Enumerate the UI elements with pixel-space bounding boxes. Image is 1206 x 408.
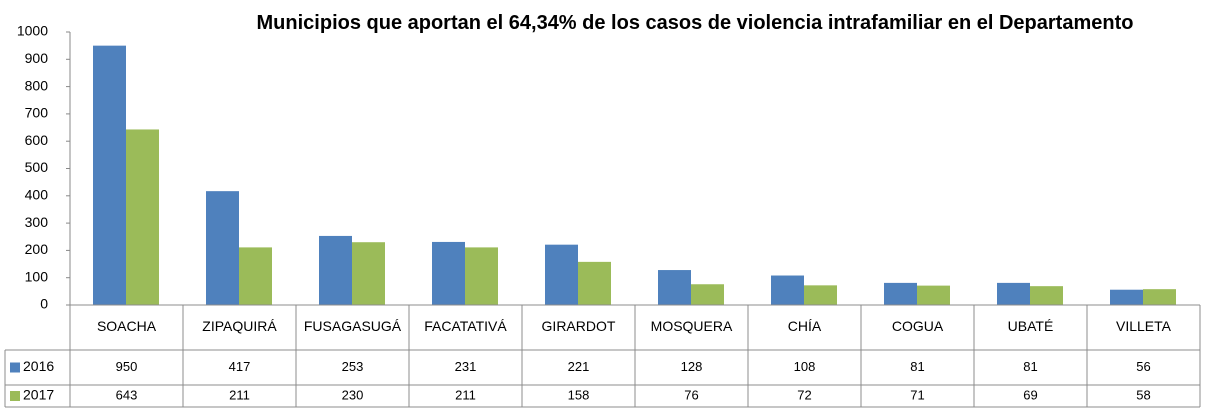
table-value: 417 <box>229 359 251 374</box>
table-value: 81 <box>910 359 924 374</box>
y-tick-label: 200 <box>25 241 49 257</box>
y-tick-label: 1000 <box>17 23 48 39</box>
x-tick-label: ZIPAQUIRÁ <box>202 318 277 334</box>
bar <box>126 129 159 305</box>
table-value: 253 <box>342 359 364 374</box>
legend-key <box>10 391 20 401</box>
x-tick-label: FACATATIVÁ <box>424 318 507 334</box>
x-tick-label: SOACHA <box>97 318 157 334</box>
bar <box>465 247 498 305</box>
bar <box>691 284 724 305</box>
x-tick-label: MOSQUERA <box>651 318 733 334</box>
legend-label: 2017 <box>23 387 54 403</box>
x-tick-label: VILLETA <box>1116 318 1172 334</box>
y-tick-label: 0 <box>40 296 48 312</box>
table-value: 211 <box>455 387 476 402</box>
y-tick-label: 600 <box>25 132 49 148</box>
bar <box>578 261 611 305</box>
table-value: 69 <box>1023 387 1037 402</box>
bar <box>319 235 352 305</box>
x-tick-label: UBATÉ <box>1008 318 1054 334</box>
bar <box>658 270 691 305</box>
table-value: 56 <box>1136 359 1150 374</box>
table-value: 72 <box>797 387 811 402</box>
table-value: 230 <box>342 387 364 402</box>
y-tick-label: 300 <box>25 214 49 230</box>
bar <box>432 241 465 305</box>
bar <box>352 242 385 305</box>
x-tick-label: CHÍA <box>788 318 822 334</box>
bar <box>239 247 272 305</box>
x-tick-label: COGUA <box>892 318 944 334</box>
y-tick-label: 700 <box>25 105 49 121</box>
table-value: 71 <box>910 387 924 402</box>
table-value: 950 <box>116 359 138 374</box>
bar <box>771 275 804 305</box>
y-tick-label: 400 <box>25 187 49 203</box>
bar <box>884 282 917 305</box>
y-tick-label: 900 <box>25 50 49 66</box>
table-value: 221 <box>568 359 590 374</box>
table-value: 76 <box>684 387 698 402</box>
table-value: 108 <box>794 359 816 374</box>
y-tick-label: 100 <box>25 268 49 284</box>
bar <box>804 285 837 305</box>
bar <box>93 45 126 306</box>
bar <box>917 285 950 305</box>
bar <box>1110 289 1143 305</box>
x-tick-label: FUSAGASUGÁ <box>304 318 402 334</box>
table-value: 211 <box>229 387 250 402</box>
x-tick-label: GIRARDOT <box>542 318 616 334</box>
legend-key <box>10 362 20 373</box>
bar <box>545 244 578 305</box>
bar <box>1030 286 1063 305</box>
table-value: 158 <box>568 387 590 402</box>
table-value: 231 <box>455 359 477 374</box>
y-tick-label: 500 <box>25 159 49 175</box>
bar <box>1143 289 1176 305</box>
chart-title: Municipios que aportan el 64,34% de los … <box>256 12 1134 34</box>
bar <box>997 282 1030 305</box>
table-value: 643 <box>116 387 138 402</box>
table-value: 58 <box>1136 387 1150 402</box>
table-value: 128 <box>681 359 703 374</box>
y-tick-label: 800 <box>25 77 49 93</box>
table-value: 81 <box>1023 359 1037 374</box>
legend-label: 2016 <box>23 358 54 374</box>
bar <box>206 191 239 305</box>
